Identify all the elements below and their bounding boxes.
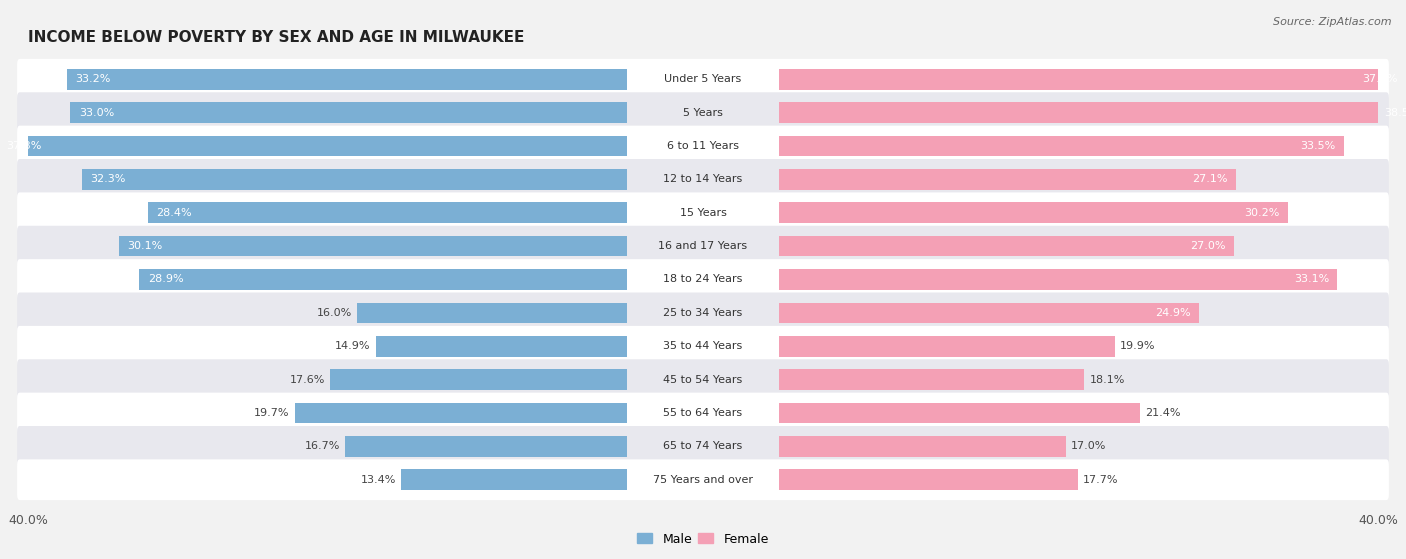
Text: 33.5%: 33.5% [1301, 141, 1336, 151]
FancyBboxPatch shape [17, 292, 1389, 333]
FancyBboxPatch shape [17, 459, 1389, 500]
Bar [357, 302, 627, 323]
Text: 28.9%: 28.9% [148, 274, 184, 285]
FancyBboxPatch shape [17, 359, 1389, 400]
Bar [779, 102, 1406, 123]
Bar [346, 436, 627, 457]
Text: 33.0%: 33.0% [79, 108, 114, 117]
Text: 6 to 11 Years: 6 to 11 Years [666, 141, 740, 151]
Text: 24.9%: 24.9% [1154, 308, 1191, 318]
Text: 18.1%: 18.1% [1090, 375, 1125, 385]
FancyBboxPatch shape [17, 259, 1389, 300]
Text: 33.2%: 33.2% [76, 74, 111, 84]
Bar [148, 202, 627, 223]
Bar [779, 236, 1234, 257]
FancyBboxPatch shape [17, 92, 1389, 133]
Text: 30.1%: 30.1% [128, 241, 163, 251]
Text: INCOME BELOW POVERTY BY SEX AND AGE IN MILWAUKEE: INCOME BELOW POVERTY BY SEX AND AGE IN M… [28, 30, 524, 45]
Text: 32.3%: 32.3% [90, 174, 127, 184]
Text: Source: ZipAtlas.com: Source: ZipAtlas.com [1274, 17, 1392, 27]
Text: 25 to 34 Years: 25 to 34 Years [664, 308, 742, 318]
Text: 35 to 44 Years: 35 to 44 Years [664, 341, 742, 351]
FancyBboxPatch shape [17, 392, 1389, 433]
FancyBboxPatch shape [17, 159, 1389, 200]
Text: 14.9%: 14.9% [335, 341, 371, 351]
Text: 19.9%: 19.9% [1119, 341, 1156, 351]
Text: 5 Years: 5 Years [683, 108, 723, 117]
Text: 12 to 14 Years: 12 to 14 Years [664, 174, 742, 184]
Bar [295, 402, 627, 423]
Bar [779, 136, 1344, 157]
Bar [779, 336, 1115, 357]
Bar [82, 169, 627, 190]
Legend: Male, Female: Male, Female [633, 528, 773, 551]
Bar [779, 169, 1236, 190]
Text: 16.7%: 16.7% [305, 442, 340, 451]
Text: 18 to 24 Years: 18 to 24 Years [664, 274, 742, 285]
Text: 38.5%: 38.5% [1385, 108, 1406, 117]
Text: 21.4%: 21.4% [1144, 408, 1181, 418]
Text: 27.0%: 27.0% [1191, 241, 1226, 251]
Bar [779, 302, 1199, 323]
Text: Under 5 Years: Under 5 Years [665, 74, 741, 84]
Text: 16.0%: 16.0% [316, 308, 352, 318]
Bar [70, 102, 627, 123]
Bar [375, 336, 627, 357]
Text: 27.1%: 27.1% [1192, 174, 1227, 184]
Text: 37.3%: 37.3% [6, 141, 42, 151]
Bar [330, 369, 627, 390]
Bar [779, 436, 1066, 457]
Bar [401, 470, 627, 490]
Text: 15 Years: 15 Years [679, 208, 727, 218]
Bar [0, 136, 627, 157]
Bar [779, 202, 1288, 223]
FancyBboxPatch shape [17, 192, 1389, 233]
FancyBboxPatch shape [17, 426, 1389, 467]
Bar [779, 69, 1406, 89]
Text: 19.7%: 19.7% [254, 408, 290, 418]
Text: 33.1%: 33.1% [1294, 274, 1329, 285]
Bar [120, 236, 627, 257]
Bar [139, 269, 627, 290]
Text: 55 to 64 Years: 55 to 64 Years [664, 408, 742, 418]
Text: 17.6%: 17.6% [290, 375, 325, 385]
Bar [67, 69, 627, 89]
Text: 45 to 54 Years: 45 to 54 Years [664, 375, 742, 385]
Text: 16 and 17 Years: 16 and 17 Years [658, 241, 748, 251]
Bar [779, 269, 1337, 290]
Text: 17.0%: 17.0% [1071, 442, 1107, 451]
Text: 30.2%: 30.2% [1244, 208, 1279, 218]
FancyBboxPatch shape [17, 59, 1389, 100]
Bar [779, 369, 1084, 390]
Bar [779, 402, 1140, 423]
FancyBboxPatch shape [17, 326, 1389, 367]
Bar [779, 470, 1077, 490]
FancyBboxPatch shape [17, 126, 1389, 167]
Text: 65 to 74 Years: 65 to 74 Years [664, 442, 742, 451]
Text: 13.4%: 13.4% [360, 475, 396, 485]
FancyBboxPatch shape [17, 226, 1389, 267]
Text: 28.4%: 28.4% [156, 208, 193, 218]
Text: 37.2%: 37.2% [1362, 74, 1398, 84]
Text: 75 Years and over: 75 Years and over [652, 475, 754, 485]
Text: 17.7%: 17.7% [1083, 475, 1118, 485]
